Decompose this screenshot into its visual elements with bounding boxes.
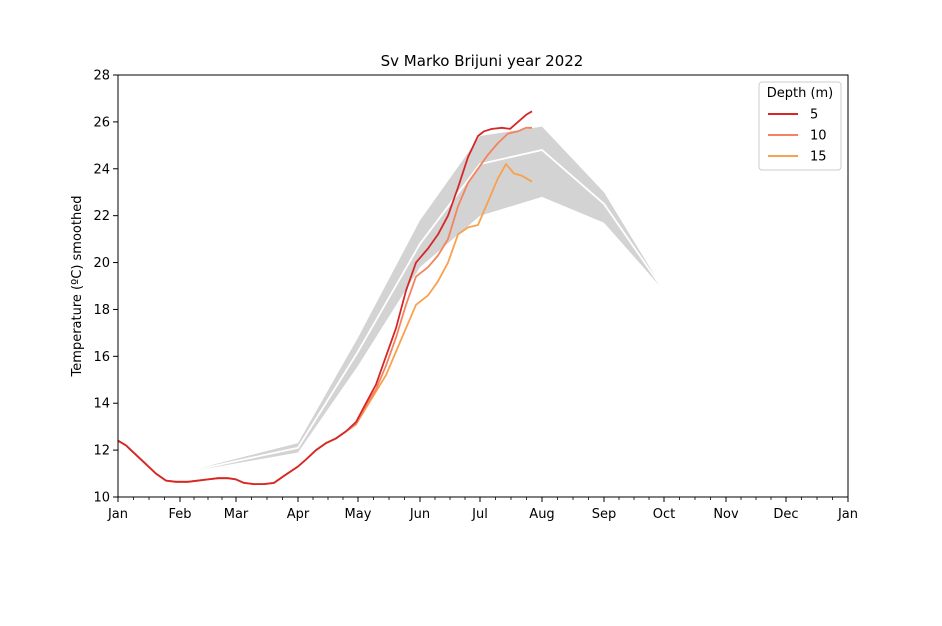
x-tick-label: Nov [713,507,739,522]
y-tick-label: 12 [93,444,110,459]
legend-title: Depth (m) [767,86,834,101]
y-tick-label: 16 [93,350,110,365]
climatology-band-layer [118,126,664,474]
x-tick-label: Apr [287,507,310,522]
y-axis: 10 12 14 16 18 20 22 24 26 28 [93,69,118,506]
x-tick-label: Jul [471,507,488,522]
y-tick-label: 20 [93,256,110,271]
x-tick-label: Aug [529,507,554,522]
legend-label-5: 5 [810,108,818,123]
x-tick-label: Jun [409,507,430,522]
y-tick-label: 10 [93,491,110,506]
x-tick-label: Dec [773,507,798,522]
y-tick-label: 22 [93,209,110,224]
y-axis-label: Temperature (ºC) smoothed [70,196,85,378]
legend-items: 5 10 15 [768,108,827,165]
legend-label-10: 10 [810,129,827,144]
y-tick-label: 14 [93,397,110,412]
legend-label-15: 15 [810,150,827,165]
chart-title: Sv Marko Brijuni year 2022 [381,52,584,70]
x-tick-label: Jan [837,507,858,522]
x-tick-label: Jan [107,507,128,522]
series-layer [117,110,533,485]
y-tick-label: 26 [93,115,110,130]
y-tick-label: 24 [93,162,110,177]
climatology-band [118,126,664,474]
x-tick-label: May [345,507,372,522]
legend-box [758,81,842,171]
climatology-mean-layer [117,149,665,475]
plot-frame [117,74,849,498]
y-tick-label: 18 [93,303,110,318]
x-axis: Jan Feb Mar Apr May Jun Jul Aug Sep Oct Nov Dec Jan [107,497,858,522]
x-tick-label: Feb [168,507,191,522]
x-tick-label: Mar [224,507,249,522]
y-tick-label: 28 [93,69,110,84]
series-line-5 [117,110,533,485]
x-tick-label: Sep [592,507,617,522]
climatology-mean-line [117,149,665,475]
x-tick-label: Oct [653,507,675,522]
legend: Depth (m) 5 10 15 [758,81,842,171]
